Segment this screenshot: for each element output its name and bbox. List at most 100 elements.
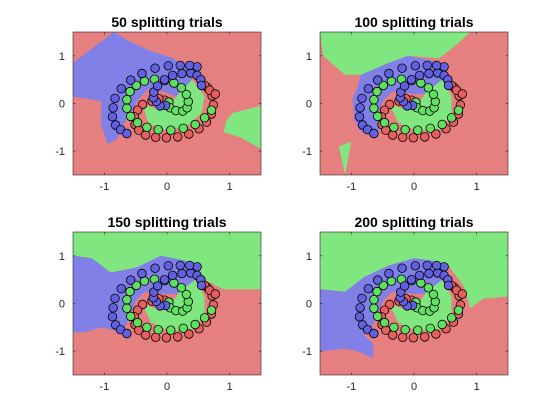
subplot-3-class2-point-24	[199, 313, 210, 323]
subplot-1-plot-area	[73, 32, 261, 175]
subplot-3-ytick-label-3: 1	[59, 251, 65, 263]
subplot-1-class3-point-7	[159, 74, 170, 85]
subplot-1-ytick-label-1: -1	[55, 146, 65, 158]
subplot-4-plot-area	[320, 232, 508, 375]
subplot-1-class3-point-19	[137, 68, 147, 79]
subplot-4-xtick-label-1: -1	[346, 381, 356, 393]
subplot-1-class2-point-20	[153, 124, 163, 135]
subplot-1-xtick-label-3: 1	[227, 181, 233, 193]
subplot-3-class3-point-19	[137, 268, 147, 279]
subplot-3-plot-area	[73, 232, 261, 375]
subplot-2-title: 100 splitting trials	[354, 14, 473, 30]
subplot-3-ytick-label-2: 0	[59, 299, 65, 311]
subplot-1-class2-point-9	[169, 78, 179, 88]
subplot-1-class2-point-14	[125, 86, 135, 97]
subplot-4-class3-point-17	[410, 261, 421, 271]
subplot-3-class1-point-13	[184, 329, 194, 339]
subplot-4-class3-point-7	[406, 275, 417, 285]
subplot-2-class2-point-15	[369, 94, 379, 105]
subplot-4-class3-point-18	[397, 263, 407, 273]
subplot-3-title: 150 splitting trials	[107, 214, 226, 230]
subplot-2-class3-point-20	[373, 75, 383, 85]
subplot-3-class2-point-25	[206, 305, 217, 315]
subplot-1-class3-point-24	[107, 112, 118, 122]
subplot-2-class1-point-9	[388, 130, 398, 140]
subplot-2-class2-point-16	[369, 103, 379, 114]
subplot-4-class1-point-11	[408, 333, 419, 343]
subplot-4-class2-point-19	[389, 322, 399, 333]
subplot-4-class2-point-9	[416, 278, 426, 288]
subplot-2-class1-point-12	[420, 132, 430, 142]
subplot-1-xtick-label-2: 0	[164, 181, 170, 193]
subplot-1-class3-point-6	[152, 81, 163, 91]
subplot-3-class3-point-7	[159, 275, 170, 285]
subplot-1-class1-point-13	[184, 129, 194, 139]
subplot-2-region-4	[338, 141, 352, 175]
subplot-4: 200 splitting trials -1 0 1 -1 0 1	[302, 214, 509, 393]
subplot-2-class3-point-8	[414, 70, 425, 81]
subplot-4-class3-point-15	[431, 260, 442, 271]
subplot-2-class3-point-13	[443, 80, 454, 91]
subplot-1-class2-point-19	[142, 122, 152, 133]
subplot-2-region-1	[320, 32, 471, 75]
subplot-1-class3-point-27	[122, 128, 132, 139]
subplot-1-class3-point-9	[177, 68, 187, 79]
subplot-4-class2-point-14	[372, 286, 382, 297]
subplot-2-class2-point-25	[453, 105, 464, 115]
subplot-3-class1-point-9	[140, 330, 151, 340]
subplot-4-class3-point-21	[363, 284, 374, 294]
subplot-3-class2-point-14	[125, 286, 135, 297]
subplot-3-class2-point-20	[153, 325, 163, 335]
subplot-2-class2-point-18	[379, 117, 390, 128]
subplot-3-class1-point-23	[210, 289, 221, 299]
subplot-1-class2-point-24	[199, 113, 210, 123]
subplot-1-class3-point-22	[110, 93, 120, 104]
subplot-4-class3-point-8	[414, 270, 425, 281]
subplot-3-class2-point-18	[132, 317, 143, 328]
subplot-1: 50 splitting trials -1 0 1 -1 0 1	[55, 14, 262, 193]
subplot-3-class3-point-6	[152, 281, 163, 291]
subplot-4-class3-point-13	[443, 280, 454, 291]
subplot-1-class3-point-13	[196, 80, 207, 91]
subplot-2-xtick-label-2: 0	[411, 181, 417, 193]
subplot-2-class3-point-27	[369, 128, 379, 139]
subplot-2-class3-point-22	[357, 93, 367, 104]
subplot-2-xtick-label-1: -1	[346, 181, 356, 193]
subplot-4-class2-point-23	[437, 319, 447, 330]
subplot-1-class2-point-17	[125, 111, 136, 122]
subplot-3-class3-point-15	[184, 260, 195, 271]
subplot-1-class3-point-14	[192, 62, 202, 72]
subplot-2-class3-point-24	[354, 112, 365, 122]
subplot-1-class2-point-21	[166, 125, 176, 135]
subplot-1-class3-point-17	[163, 61, 174, 71]
subplot-2-xtick-label-3: 1	[474, 181, 480, 193]
subplot-4-class3-point-24	[354, 312, 365, 322]
subplot-1-class2-point-25	[206, 105, 217, 115]
subplot-4-class1-point-13	[431, 329, 441, 339]
subplot-1-class3-point-8	[167, 70, 178, 81]
subplot-4-xtick-label-2: 0	[411, 381, 417, 393]
subplot-2-class3-point-15	[431, 60, 442, 71]
subplot-4-class1-point-23	[457, 289, 468, 299]
subplot-1-class3-point-18	[150, 63, 160, 73]
subplot-1-class3-point-15	[184, 60, 195, 71]
subplot-2-class2-point-19	[389, 122, 399, 133]
subplot-4-class2-point-18	[379, 317, 390, 328]
subplot-2-class3-point-17	[410, 61, 421, 71]
subplot-4-class2-point-20	[400, 325, 410, 335]
subplot-4-class2-point-16	[369, 303, 379, 314]
subplot-2-class2-point-24	[446, 113, 457, 123]
subplot-4-ytick-label-3: 1	[306, 251, 312, 263]
subplot-3: 150 splitting trials -1 0 1 -1 0 1	[55, 214, 262, 393]
subplot-1-class2-point-22	[178, 123, 189, 134]
subplot-1-class3-point-21	[116, 83, 127, 94]
subplot-2-ytick-label-1: -1	[302, 146, 312, 158]
subplot-2-class1-point-11	[408, 133, 419, 143]
subplot-4-class2-point-17	[373, 311, 383, 322]
subplot-2-class2-point-22	[425, 123, 436, 134]
subplot-3-class2-point-15	[122, 295, 132, 305]
subplot-3-class3-point-8	[167, 270, 178, 281]
subplot-3-class2-point-23	[190, 319, 200, 330]
subplot-3-xtick-label-3: 1	[227, 381, 233, 393]
